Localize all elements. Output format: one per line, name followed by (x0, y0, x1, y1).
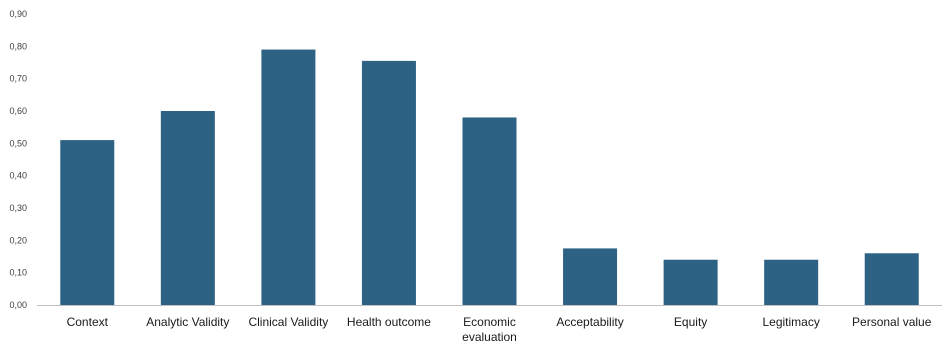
y-tick-label: 0,50 (9, 138, 27, 148)
y-tick-label: 0,00 (9, 300, 27, 310)
y-tick-label: 0,90 (9, 9, 27, 19)
x-tick-label: Equity (674, 315, 707, 329)
bar (663, 259, 718, 305)
bar (60, 140, 115, 305)
bar (764, 259, 819, 305)
x-tick-label: Context (67, 315, 109, 329)
bar (261, 49, 316, 305)
y-tick-label: 0,30 (9, 203, 27, 213)
y-tick-label: 0,80 (9, 41, 27, 51)
y-axis-ticks: 0,00 0,10 0,20 0,30 0,40 0,50 0,60 0,70 0,80 0,90 (9, 9, 27, 310)
y-tick-label: 0,70 (9, 74, 27, 84)
y-tick-label: 0,20 (9, 235, 27, 245)
bar (563, 248, 618, 305)
x-axis-labels: Context Analytic Validity Clinical Validit… (67, 315, 932, 344)
x-tick-label: Analytic Validity (146, 315, 229, 329)
x-tick-label: Personal value (852, 315, 932, 329)
bar (864, 253, 919, 305)
x-tick-label: Acceptability (556, 315, 623, 329)
x-tick-label: Economic evaluation (462, 315, 517, 344)
x-tick-label: Clinical Validity (248, 315, 328, 329)
bars (60, 49, 919, 306)
bar (462, 117, 517, 305)
bar (160, 111, 215, 305)
y-tick-label: 0,40 (9, 171, 27, 181)
x-tick-label: Legitimacy (762, 315, 819, 329)
x-tick-label: Health outcome (347, 315, 431, 329)
bar (361, 60, 416, 306)
y-tick-label: 0,10 (9, 268, 27, 278)
y-tick-label: 0,60 (9, 106, 27, 116)
